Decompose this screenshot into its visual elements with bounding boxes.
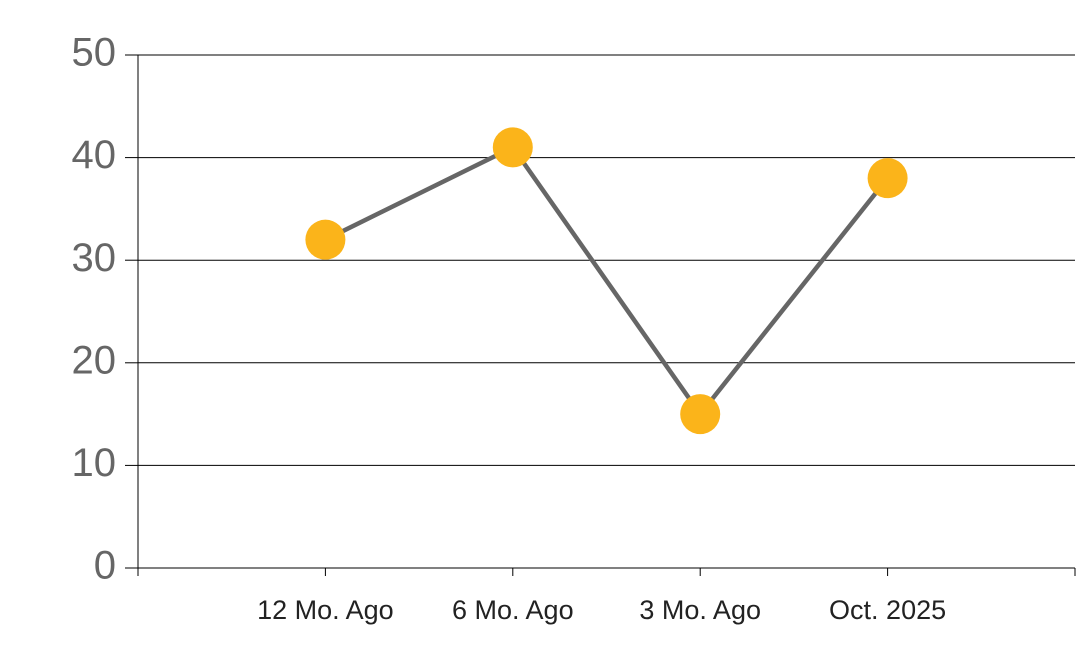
y-tick-label: 50 [72, 31, 117, 75]
x-tick-label: 6 Mo. Ago [452, 595, 574, 625]
data-point [305, 219, 346, 260]
y-tick-label: 20 [72, 338, 117, 382]
data-point [492, 127, 533, 168]
x-tick-label: 3 Mo. Ago [639, 595, 761, 625]
y-tick-label: 0 [94, 544, 116, 588]
y-tick-label: 10 [72, 441, 117, 485]
x-tick-label: Oct. 2025 [829, 595, 946, 625]
x-tick-label: 12 Mo. Ago [257, 595, 394, 625]
data-point [867, 158, 908, 199]
data-line [324, 144, 890, 418]
y-tick-label: 30 [72, 236, 117, 280]
y-tick-label: 40 [72, 133, 117, 177]
data-point [680, 394, 721, 435]
